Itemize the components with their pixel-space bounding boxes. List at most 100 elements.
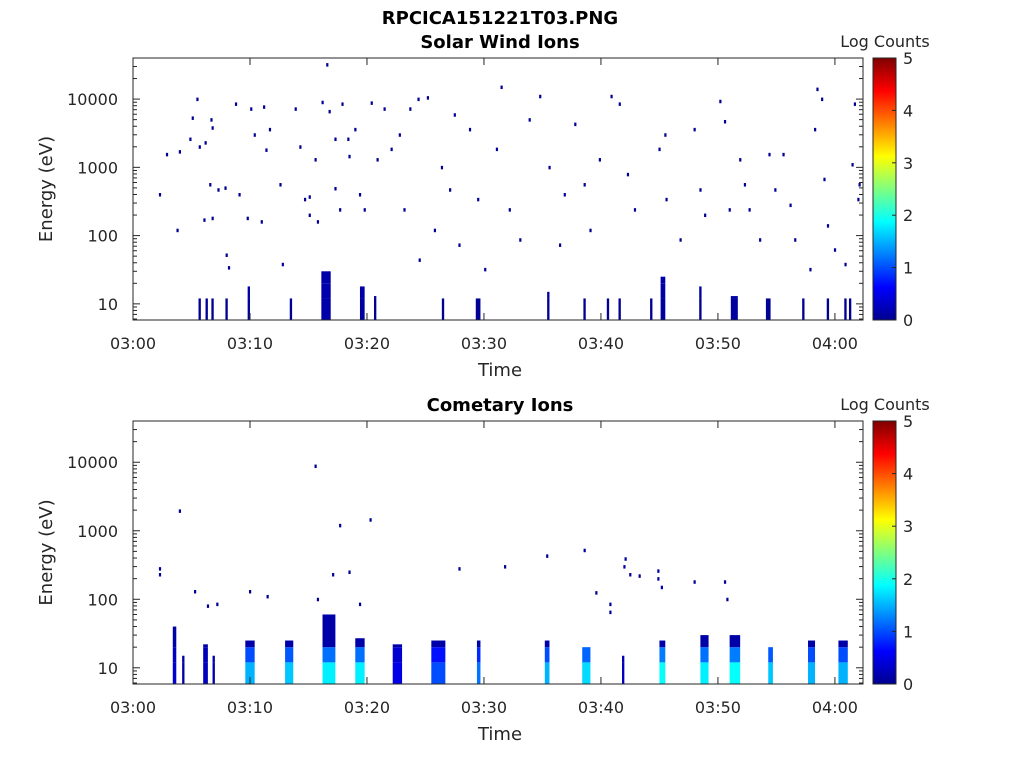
count-pixel [225, 253, 228, 257]
count-pixel [610, 94, 613, 99]
count-column [699, 286, 702, 299]
count-pixel [316, 597, 320, 602]
x-tick-label: 03:10 [227, 698, 273, 717]
count-pixel [260, 220, 263, 224]
count-pixel [563, 193, 566, 197]
count-column [289, 298, 293, 320]
count-column [247, 286, 250, 299]
count-column [838, 647, 848, 663]
count-pixel [589, 228, 592, 233]
count-pixel [858, 183, 861, 187]
colorbar-tick-label: 0 [903, 311, 913, 330]
count-column [321, 298, 331, 320]
count-column [431, 662, 446, 684]
panel-title: Solar Wind Ions [420, 32, 579, 53]
count-pixel [857, 197, 860, 202]
colorbar-label: Log Counts [840, 395, 930, 414]
count-column [700, 647, 709, 663]
count-column [203, 647, 208, 663]
count-pixel [809, 267, 812, 272]
count-pixel [794, 238, 797, 242]
count-pixel [726, 597, 729, 602]
x-tick-label: 03:20 [344, 334, 390, 353]
count-pixel [314, 464, 317, 469]
colorbar-label: Log Counts [840, 32, 930, 51]
count-pixel [739, 158, 742, 162]
figure-title: RPCICA151221T03.PNG [382, 8, 618, 29]
count-pixel [546, 554, 549, 558]
count-column [547, 291, 550, 299]
count-pixel [559, 243, 562, 247]
count-column [660, 283, 666, 299]
count-column [245, 647, 255, 663]
count-column [768, 662, 773, 684]
panel-title: Cometary Ions [427, 395, 574, 416]
count-pixel [178, 509, 181, 513]
count-column [322, 647, 336, 663]
count-pixel [519, 238, 522, 242]
count-pixel [328, 109, 331, 114]
count-pixel [657, 577, 660, 581]
count-pixel [658, 147, 661, 152]
count-pixel [165, 152, 169, 157]
colorbar-tick-label: 5 [903, 49, 913, 68]
count-pixel [693, 580, 696, 584]
count-column [212, 662, 215, 684]
count-pixel [339, 208, 342, 212]
count-pixel [759, 238, 762, 242]
count-column [205, 298, 208, 320]
count-column [700, 635, 709, 648]
count-column [622, 662, 625, 684]
count-pixel [574, 122, 577, 127]
count-column [606, 298, 610, 320]
count-pixel [191, 116, 194, 120]
x-tick-label: 03:30 [461, 334, 507, 353]
count-pixel [227, 266, 231, 270]
count-pixel [354, 127, 357, 132]
count-pixel [316, 220, 320, 224]
count-column [359, 286, 365, 299]
count-column [392, 647, 403, 663]
y-tick-label: 1000 [77, 158, 118, 177]
count-pixel [504, 565, 507, 569]
count-pixel [851, 163, 854, 167]
count-pixel [196, 97, 199, 102]
count-column [198, 298, 201, 320]
count-pixel [728, 208, 731, 212]
y-tick-label: 100 [87, 590, 118, 609]
count-pixel [823, 177, 826, 182]
count-pixel [358, 193, 362, 197]
count-column [225, 298, 228, 320]
count-pixel [664, 133, 667, 137]
count-pixel [299, 145, 302, 149]
x-tick-label: 03:40 [578, 698, 624, 717]
count-pixel [626, 172, 630, 177]
count-column [212, 655, 215, 663]
x-tick-label: 03:00 [110, 334, 156, 353]
count-pixel [347, 137, 350, 142]
count-pixel [211, 126, 214, 130]
count-pixel [539, 94, 542, 99]
count-pixel [339, 523, 342, 528]
colorbar-tick-label: 1 [903, 259, 913, 278]
colorbar [872, 420, 897, 685]
count-pixel [383, 107, 386, 111]
count-pixel [390, 147, 393, 152]
count-pixel [158, 567, 162, 571]
count-pixel [189, 137, 192, 142]
count-pixel [334, 137, 337, 142]
x-tick-label: 03:50 [695, 698, 741, 717]
count-column [622, 655, 625, 663]
count-pixel [398, 133, 401, 137]
count-column [729, 662, 741, 684]
count-pixel [623, 565, 626, 569]
count-pixel [598, 158, 601, 162]
count-pixel [748, 208, 751, 212]
colorbar-tick-label: 2 [903, 206, 913, 225]
count-column [355, 647, 365, 663]
count-pixel [458, 567, 461, 571]
count-pixel [609, 602, 612, 607]
count-pixel [238, 193, 241, 197]
count-pixel [250, 107, 253, 111]
count-pixel [234, 102, 238, 106]
